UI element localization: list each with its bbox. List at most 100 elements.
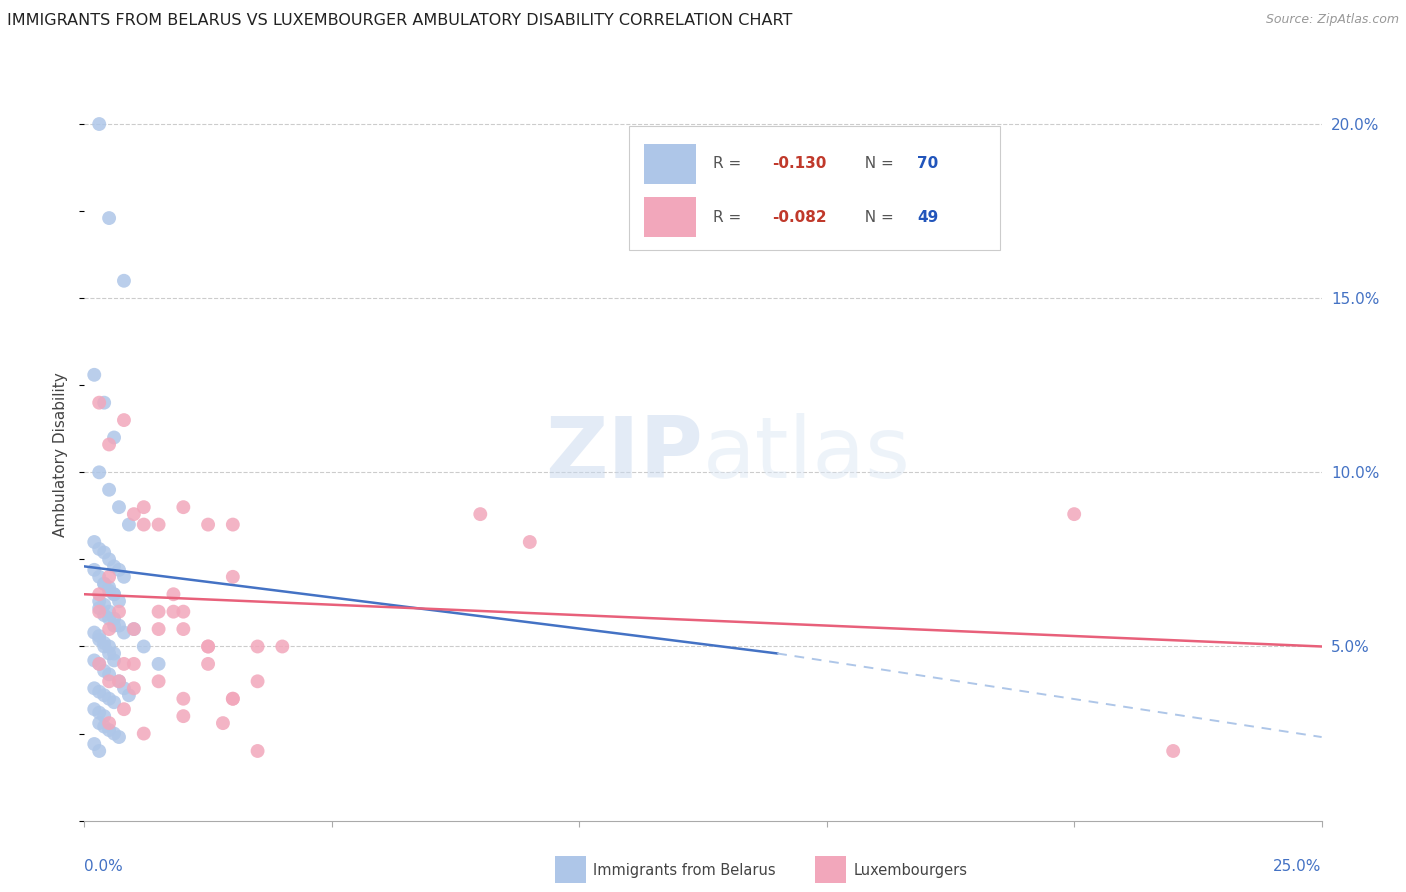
Point bbox=[246, 640, 269, 654]
Point bbox=[112, 570, 135, 584]
Text: Immigrants from Belarus: Immigrants from Belarus bbox=[593, 863, 776, 878]
Point bbox=[98, 437, 121, 451]
Point bbox=[93, 576, 115, 591]
Point bbox=[93, 640, 115, 654]
Point bbox=[122, 507, 145, 521]
Point bbox=[89, 657, 111, 671]
Point bbox=[93, 395, 115, 409]
FancyBboxPatch shape bbox=[644, 144, 696, 185]
Point bbox=[93, 688, 115, 702]
Text: R =: R = bbox=[713, 156, 747, 171]
Point bbox=[93, 608, 115, 623]
Point bbox=[98, 723, 121, 737]
Point bbox=[212, 716, 235, 731]
Point bbox=[470, 507, 492, 521]
Point bbox=[93, 598, 115, 612]
Point bbox=[112, 681, 135, 696]
Point bbox=[108, 500, 131, 515]
Point bbox=[83, 737, 105, 751]
Point bbox=[89, 601, 111, 615]
Point bbox=[89, 117, 111, 131]
Point bbox=[103, 559, 125, 574]
FancyBboxPatch shape bbox=[628, 126, 1000, 250]
Point bbox=[222, 691, 245, 706]
Point bbox=[103, 430, 125, 444]
Point bbox=[98, 640, 121, 654]
Point bbox=[103, 612, 125, 626]
Point bbox=[132, 640, 155, 654]
Point bbox=[103, 647, 125, 661]
Y-axis label: Ambulatory Disability: Ambulatory Disability bbox=[53, 373, 69, 537]
Point bbox=[89, 716, 111, 731]
Point bbox=[162, 605, 184, 619]
Text: 49: 49 bbox=[917, 210, 938, 225]
Point bbox=[93, 664, 115, 678]
Point bbox=[89, 685, 111, 699]
Point bbox=[98, 612, 121, 626]
Point bbox=[89, 629, 111, 643]
Text: N =: N = bbox=[855, 210, 898, 225]
Point bbox=[93, 709, 115, 723]
Point bbox=[108, 594, 131, 608]
Point bbox=[148, 605, 170, 619]
Point bbox=[103, 726, 125, 740]
Point bbox=[83, 653, 105, 667]
Point bbox=[98, 483, 121, 497]
Point bbox=[132, 500, 155, 515]
Point bbox=[122, 681, 145, 696]
Point bbox=[83, 535, 105, 549]
Point bbox=[98, 580, 121, 594]
Point bbox=[103, 587, 125, 601]
Text: atlas: atlas bbox=[703, 413, 911, 497]
Point bbox=[98, 211, 121, 225]
Point bbox=[118, 517, 141, 532]
Point bbox=[98, 552, 121, 566]
Text: 25.0%: 25.0% bbox=[1274, 859, 1322, 874]
Text: -0.082: -0.082 bbox=[772, 210, 827, 225]
Point bbox=[122, 657, 145, 671]
Point bbox=[172, 709, 194, 723]
Point bbox=[162, 587, 184, 601]
Point bbox=[103, 695, 125, 709]
Point bbox=[1063, 507, 1085, 521]
Point bbox=[112, 274, 135, 288]
Point bbox=[132, 726, 155, 740]
Point bbox=[93, 545, 115, 559]
Point bbox=[98, 691, 121, 706]
Point bbox=[89, 587, 111, 601]
Point bbox=[112, 413, 135, 427]
Point bbox=[197, 517, 219, 532]
Point bbox=[112, 657, 135, 671]
Point bbox=[246, 674, 269, 689]
Point bbox=[148, 622, 170, 636]
Point bbox=[89, 706, 111, 720]
Point bbox=[83, 702, 105, 716]
Text: N =: N = bbox=[855, 156, 898, 171]
Point bbox=[93, 576, 115, 591]
Point bbox=[89, 657, 111, 671]
Point bbox=[83, 681, 105, 696]
Point bbox=[98, 570, 121, 584]
Point bbox=[197, 657, 219, 671]
Point bbox=[98, 583, 121, 598]
Point bbox=[108, 618, 131, 632]
Point bbox=[122, 622, 145, 636]
Point bbox=[122, 622, 145, 636]
Point bbox=[98, 716, 121, 731]
Point bbox=[112, 702, 135, 716]
FancyBboxPatch shape bbox=[644, 197, 696, 237]
Point bbox=[89, 744, 111, 758]
Text: IMMIGRANTS FROM BELARUS VS LUXEMBOURGER AMBULATORY DISABILITY CORRELATION CHART: IMMIGRANTS FROM BELARUS VS LUXEMBOURGER … bbox=[7, 13, 793, 29]
Point bbox=[172, 605, 194, 619]
Point bbox=[172, 500, 194, 515]
Point bbox=[148, 657, 170, 671]
Point bbox=[108, 563, 131, 577]
Point bbox=[103, 653, 125, 667]
Point bbox=[222, 517, 245, 532]
Text: ZIP: ZIP bbox=[546, 413, 703, 497]
Point bbox=[98, 622, 121, 636]
Point bbox=[246, 744, 269, 758]
Text: Luxembourgers: Luxembourgers bbox=[853, 863, 967, 878]
Point bbox=[98, 647, 121, 661]
Point bbox=[83, 563, 105, 577]
